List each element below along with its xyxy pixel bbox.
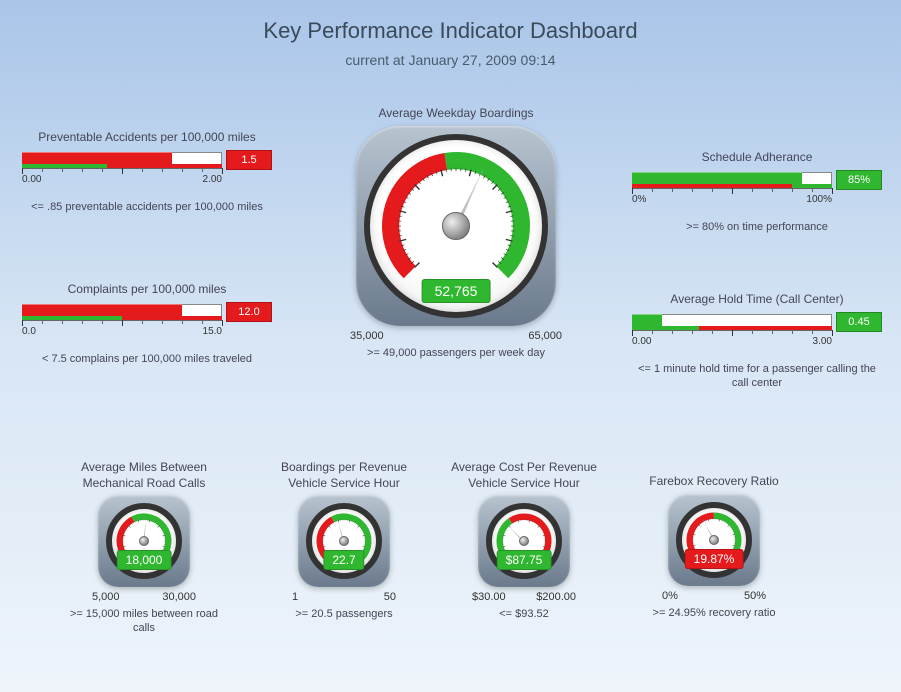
gauge-face: 52,765 [364,134,548,318]
page-subtitle: current at January 27, 2009 09:14 [0,52,901,68]
bar-value: 85% [836,170,882,190]
gauge-frame: 52,76535,00065,000 [356,126,556,326]
gauge-face: 19.87% [676,502,752,578]
bar-target: <= 1 minute hold time for a passenger ca… [632,362,882,391]
gauge-face: 22.7 [306,503,382,579]
gauge-value: 19.87% [685,549,744,569]
bar-label: Schedule Adherance [632,150,882,166]
gauge-frame: 18,0005,00030,000 [98,495,190,587]
gauge-value: 22.7 [323,550,364,570]
bar-value: 0.45 [836,312,882,332]
gauge-frame: 19.87%0%50% [668,494,760,586]
gauge-max: 50 [384,591,396,603]
bar-target: >= 80% on time performance [632,220,882,234]
bar-target: < 7.5 complains per 100,000 miles travel… [22,352,272,366]
gauge-label: Average Weekday Boardings [328,92,584,122]
gauge-label: Average Miles Between Mechanical Road Ca… [70,460,218,491]
gauge-target: >= 20.5 passengers [270,607,418,621]
gauge-target: >= 49,000 passengers per week day [328,346,584,360]
gauge-target: <= $93.52 [450,607,598,621]
gauge-cost_per_hr: Average Cost Per Revenue Vehicle Service… [450,460,598,621]
bar-value: 1.5 [226,150,272,170]
bar-body: 0.003.000.45 [632,314,882,344]
gauge-main: Average Weekday Boardings52,76535,00065,… [328,92,584,360]
bar-complaints: Complaints per 100,000 miles 0.015.012.0 <… [22,282,272,366]
gauge-frame: 22.7150 [298,495,390,587]
bar-body: 0.015.012.0 [22,304,272,334]
gauge-frame: $87.75$30.00$200.00 [478,495,570,587]
gauge-target: >= 15,000 miles between road calls [70,607,218,636]
bar-body: 0%100%85% [632,172,882,202]
gauge-max: 65,000 [528,330,562,342]
gauge-max: 30,000 [162,591,196,603]
gauge-min: 1 [292,591,298,603]
gauge-label: Boardings per Revenue Vehicle Service Ho… [270,460,418,491]
bar-schedule: Schedule Adherance 0%100%85% >= 80% on tim… [632,150,882,234]
gauge-value: $87.75 [497,550,552,570]
gauge-min: $30.00 [472,591,506,603]
bar-label: Complaints per 100,000 miles [22,282,272,298]
gauge-boardings_per_hr: Boardings per Revenue Vehicle Service Ho… [270,460,418,621]
gauge-roadcalls: Average Miles Between Mechanical Road Ca… [70,460,218,636]
gauge-value: 52,765 [422,279,491,303]
gauge-label: Farebox Recovery Ratio [640,460,788,490]
gauge-value: 18,000 [117,550,172,570]
gauge-max: $200.00 [536,591,576,603]
gauge-target: >= 24.95% recovery ratio [640,606,788,620]
bar-accidents: Preventable Accidents per 100,000 miles 0… [22,130,272,214]
gauge-max: 50% [744,590,766,602]
gauge-min: 5,000 [92,591,120,603]
gauge-face: 18,000 [106,503,182,579]
gauge-label: Average Cost Per Revenue Vehicle Service… [450,460,598,491]
gauge-hub [442,212,470,240]
bar-body: 0.002.001.5 [22,152,272,182]
bar-label: Preventable Accidents per 100,000 miles [22,130,272,146]
gauge-min: 0% [662,590,678,602]
bar-holdtime: Average Hold Time (Call Center) 0.003.000… [632,292,882,390]
gauge-min: 35,000 [350,330,384,342]
gauge-face: $87.75 [486,503,562,579]
bar-label: Average Hold Time (Call Center) [632,292,882,308]
bar-value: 12.0 [226,302,272,322]
bar-target: <= .85 preventable accidents per 100,000… [22,200,272,214]
page-title: Key Performance Indicator Dashboard [0,18,901,44]
gauge-farebox: Farebox Recovery Ratio19.87%0%50%>= 24.9… [640,460,788,620]
